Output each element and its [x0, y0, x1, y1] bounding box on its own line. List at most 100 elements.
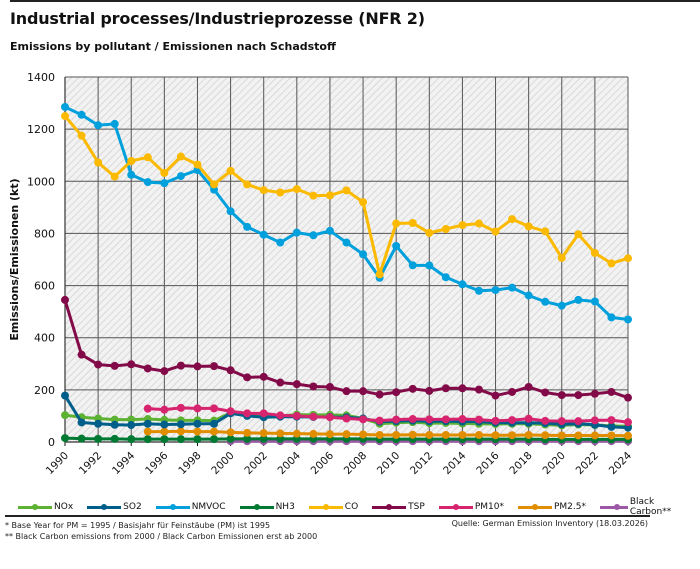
legend-item: SO2 — [87, 502, 142, 512]
data-point — [325, 382, 334, 391]
data-point — [474, 430, 483, 439]
data-point — [110, 420, 119, 429]
data-point — [292, 185, 301, 194]
data-point — [292, 380, 301, 389]
data-point — [557, 253, 566, 262]
data-point — [524, 222, 533, 231]
data-point — [474, 286, 483, 295]
data-point — [590, 389, 599, 398]
x-tick-label: 1994 — [110, 449, 138, 477]
data-point — [94, 158, 103, 167]
data-point — [176, 152, 185, 161]
y-tick-label: 1400 — [27, 71, 55, 84]
legend-label: CO — [344, 502, 359, 512]
legend-swatch-icon — [18, 503, 52, 510]
data-point — [359, 387, 368, 396]
data-point — [61, 391, 69, 400]
data-point — [524, 291, 533, 300]
legend-item: TSP — [372, 502, 425, 512]
data-point — [408, 415, 417, 424]
data-point — [160, 367, 169, 376]
legend-swatch-icon — [308, 503, 343, 510]
data-point — [127, 415, 136, 424]
x-tick-label: 2008 — [342, 450, 369, 477]
data-point — [441, 415, 450, 424]
data-point — [524, 382, 533, 391]
data-point — [77, 418, 86, 427]
legend-label: SO2 — [123, 502, 142, 512]
data-point — [624, 393, 632, 402]
data-point — [458, 280, 467, 289]
data-point — [607, 259, 616, 268]
y-tick-label: 200 — [34, 384, 55, 397]
footnote-black-carbon: ** Black Carbon emissions from 2000 / Bl… — [5, 532, 318, 541]
data-point — [94, 360, 103, 369]
y-tick-label: 1000 — [27, 175, 55, 188]
legend-label: Black Carbon** — [629, 497, 672, 517]
data-point — [226, 428, 235, 437]
data-point — [325, 226, 334, 235]
footnote-pm: * Base Year for PM = 1995 / Basisjahr fü… — [5, 521, 271, 530]
data-point — [259, 372, 268, 381]
y-tick-label: 1200 — [27, 123, 55, 136]
x-tick-label: 2000 — [209, 450, 236, 477]
data-point — [491, 227, 500, 236]
x-tick-label: 2024 — [607, 449, 635, 477]
data-point — [508, 416, 517, 425]
data-point — [508, 431, 517, 440]
data-point — [491, 391, 500, 400]
data-point — [425, 228, 434, 237]
data-point — [375, 416, 384, 425]
data-point — [193, 435, 202, 444]
y-tick-label: 600 — [34, 280, 55, 293]
data-point — [590, 248, 599, 257]
legend-label: NOx — [54, 502, 74, 512]
data-point — [143, 419, 152, 428]
data-point — [193, 160, 202, 169]
data-point — [210, 180, 219, 189]
data-point — [127, 156, 136, 165]
data-point — [61, 112, 69, 121]
legend-swatch-icon — [155, 503, 190, 510]
data-point — [392, 415, 401, 424]
data-point — [624, 431, 632, 440]
data-point — [491, 431, 500, 440]
data-point — [309, 191, 318, 200]
data-point — [474, 385, 483, 394]
data-point — [375, 430, 384, 439]
data-point — [226, 407, 235, 416]
data-point — [607, 431, 616, 440]
data-point — [624, 315, 632, 324]
data-point — [94, 121, 103, 130]
data-point — [590, 416, 599, 425]
data-point — [309, 231, 318, 240]
data-point — [541, 431, 550, 440]
data-point — [508, 215, 517, 224]
data-point — [474, 415, 483, 424]
data-point — [392, 241, 401, 250]
data-point — [557, 431, 566, 440]
data-point — [143, 153, 152, 162]
data-point — [392, 388, 401, 397]
data-point — [243, 373, 252, 382]
legend-item: PM10* — [438, 502, 504, 512]
data-point — [243, 409, 252, 418]
legend-item: PM2.5* — [517, 502, 586, 512]
data-point — [574, 230, 583, 239]
data-point — [259, 409, 268, 418]
x-tick-label: 1998 — [176, 450, 203, 477]
data-point — [508, 387, 517, 396]
data-point — [408, 384, 417, 393]
data-point — [61, 434, 69, 443]
series-nmvoc — [61, 102, 632, 324]
data-point — [541, 297, 550, 306]
x-tick-label: 2002 — [242, 450, 269, 477]
data-point — [342, 387, 351, 396]
y-tick-label: 0 — [48, 436, 55, 449]
data-point — [458, 430, 467, 439]
data-point — [574, 391, 583, 400]
data-point — [309, 382, 318, 391]
data-point — [441, 273, 450, 282]
